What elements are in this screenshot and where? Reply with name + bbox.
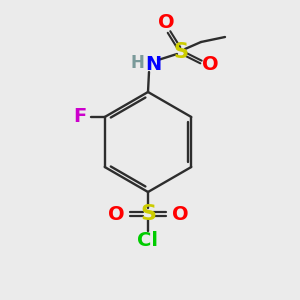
Text: Cl: Cl — [137, 232, 158, 250]
Text: O: O — [158, 13, 174, 32]
Text: O: O — [202, 56, 218, 74]
Text: S: S — [140, 204, 156, 224]
Text: F: F — [73, 107, 86, 127]
Text: O: O — [108, 205, 124, 224]
Text: O: O — [172, 205, 188, 224]
Text: N: N — [145, 55, 161, 74]
Text: S: S — [173, 42, 188, 62]
Text: H: H — [130, 54, 144, 72]
